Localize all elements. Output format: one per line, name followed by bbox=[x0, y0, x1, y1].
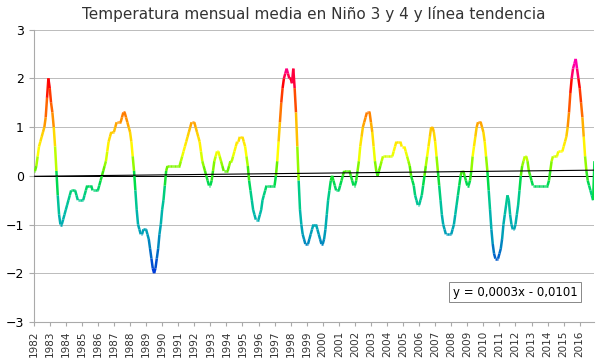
Text: y = 0,0003x - 0,0101: y = 0,0003x - 0,0101 bbox=[453, 286, 578, 298]
Title: Temperatura mensual media en Niño 3 y 4 y línea tendencia: Temperatura mensual media en Niño 3 y 4 … bbox=[82, 5, 546, 21]
